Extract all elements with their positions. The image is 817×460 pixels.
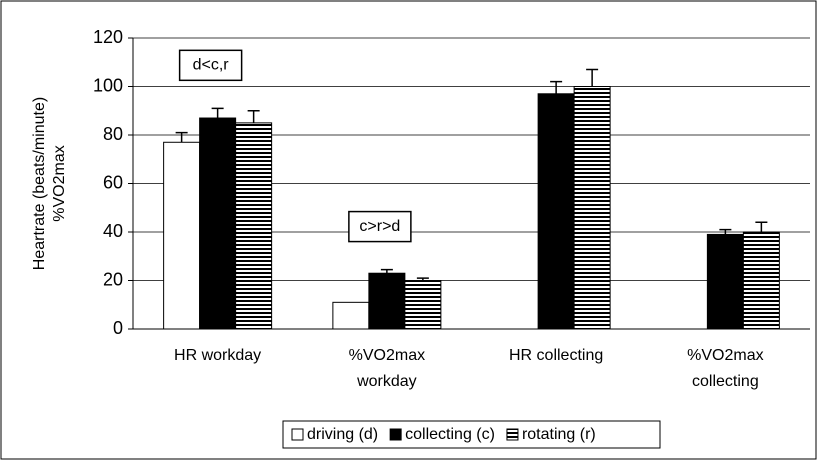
error-bar xyxy=(550,80,563,94)
annotation-box xyxy=(178,49,243,82)
bar xyxy=(404,280,442,330)
bar xyxy=(537,93,575,330)
x-tick-label: HR collecting xyxy=(509,347,603,364)
x-tick-label: workday xyxy=(356,373,417,390)
annotation: c>r>d xyxy=(359,218,400,235)
y-axis-label: %VO2max xyxy=(51,145,68,221)
error-bar xyxy=(211,107,224,119)
annotation-box xyxy=(348,210,412,243)
y-tick-label: 100 xyxy=(93,75,123,95)
y-tick-label: 40 xyxy=(103,221,123,241)
error-bar xyxy=(416,277,429,281)
y-tick-label: 20 xyxy=(103,269,123,289)
x-tick-label: HR workday xyxy=(174,347,261,364)
legend-label: rotating (r) xyxy=(522,426,596,443)
error-bar xyxy=(586,68,599,87)
y-axis-label: Heartrate (beats/minute) xyxy=(31,97,48,270)
bar xyxy=(706,233,744,330)
y-tick-label: 120 xyxy=(93,27,123,47)
x-tick-label: collecting xyxy=(692,373,759,390)
legend-swatch xyxy=(506,428,519,441)
bar xyxy=(368,272,406,330)
error-bar xyxy=(175,131,188,143)
legend-label: driving (d) xyxy=(307,426,378,443)
bar xyxy=(332,301,370,330)
y-tick-label: 80 xyxy=(103,124,123,144)
bar xyxy=(235,122,273,330)
y-tick-label: 60 xyxy=(103,172,123,192)
bar xyxy=(199,117,237,330)
bar xyxy=(742,231,780,330)
error-bar xyxy=(719,228,732,235)
bar xyxy=(163,141,201,330)
bar xyxy=(573,86,611,330)
legend-label: collecting (c) xyxy=(405,426,495,443)
x-tick-label: %VO2max xyxy=(687,347,763,364)
annotation: d<c,r xyxy=(193,57,230,74)
error-bar xyxy=(380,268,393,274)
y-tick-label: 0 xyxy=(113,318,123,338)
legend-box xyxy=(282,420,661,449)
error-bar xyxy=(755,221,768,232)
legend-swatch xyxy=(389,428,402,441)
x-tick-label: %VO2max xyxy=(349,347,425,364)
legend-swatch xyxy=(291,428,304,441)
error-bar xyxy=(247,110,260,123)
